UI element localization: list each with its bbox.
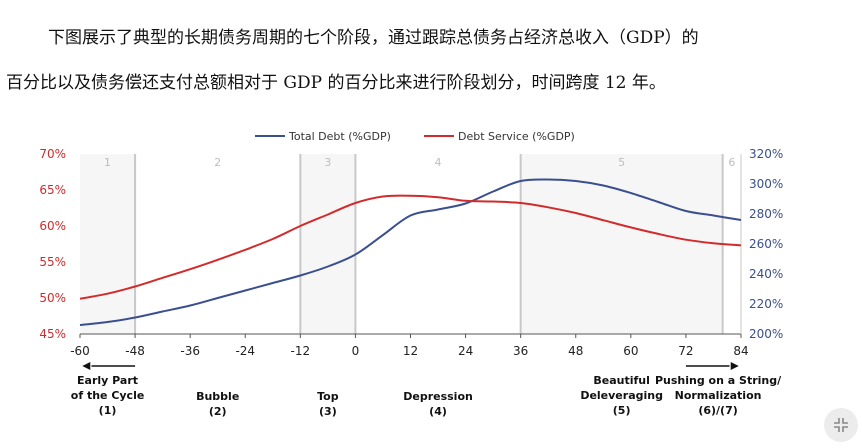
legend-label: Total Debt (%GDP) [288,130,391,143]
y-left-tick-label: 65% [39,183,66,197]
phase-number: 5 [618,156,625,169]
x-tick-label: 36 [513,344,528,358]
phase-label: Top [317,390,339,403]
total-debt-line [79,178,742,326]
x-tick-label: -48 [125,344,145,358]
intro-line-2: 百分比以及债务偿还支付总额相对于 GDP 的百分比来进行阶段划分，时间跨度 12… [6,73,666,93]
phase-band [80,154,136,334]
right-arrow-head [730,362,739,370]
legend-label: Debt Service (%GDP) [458,130,575,143]
phase-label: Beautiful [593,374,650,387]
x-tick-label: -60 [70,344,90,358]
x-tick-label: 12 [403,344,418,358]
phase-band [300,154,356,334]
phase-label: of the Cycle [71,389,145,402]
x-tick-label: -24 [235,344,255,358]
phase-number: 1 [104,156,111,169]
y-right-tick-label: 220% [749,297,783,311]
y-left-tick-label: 70% [39,147,66,161]
collapse-icon [834,418,848,432]
phase-label: Early Part [77,374,138,387]
phase-number: 3 [324,156,331,169]
y-right-tick-label: 240% [749,267,783,281]
y-right-tick-label: 300% [749,177,783,191]
phase-label: (1) [99,404,117,417]
phase-label: Pushing on a String/ [655,374,782,387]
phase-label: Deleveraging [580,389,663,402]
y-left-tick-label: 60% [39,219,66,233]
debt-service-line [79,194,742,300]
phase-label: (3) [319,405,337,418]
phase-number: 4 [435,156,442,169]
phase-label: Bubble [196,390,239,403]
x-tick-label: 48 [568,344,583,358]
x-tick-label: 0 [352,344,360,358]
y-left-tick-label: 55% [39,255,66,269]
y-right-tick-label: 260% [749,237,783,251]
phase-number: 2 [214,156,221,169]
x-tick-label: 24 [458,344,473,358]
phase-band [520,154,723,334]
phase-label: (6)/(7) [698,404,737,417]
left-arrow-head [82,362,91,370]
phase-label: (5) [613,404,631,417]
y-right-tick-label: 320% [749,147,783,161]
y-left-tick-label: 50% [39,291,66,305]
intro-line-1: 下图展示了典型的长期债务周期的七个阶段，通过跟踪总债务占经济总收入（GDP）的 [48,28,699,48]
phase-label: Normalization [675,389,762,402]
phase-number: 6 [728,156,735,169]
collapse-button[interactable] [824,408,858,442]
y-right-tick-label: 280% [749,207,783,221]
y-right-tick-label: 200% [749,327,783,341]
x-tick-label: 72 [678,344,693,358]
x-tick-label: 60 [623,344,638,358]
phase-label: (2) [209,405,227,418]
x-tick-label: -36 [180,344,200,358]
phase-label: Depression [403,390,473,403]
phase-label: (4) [429,405,447,418]
x-tick-label: -12 [291,344,311,358]
x-tick-label: 84 [733,344,748,358]
y-left-tick-label: 45% [39,327,66,341]
